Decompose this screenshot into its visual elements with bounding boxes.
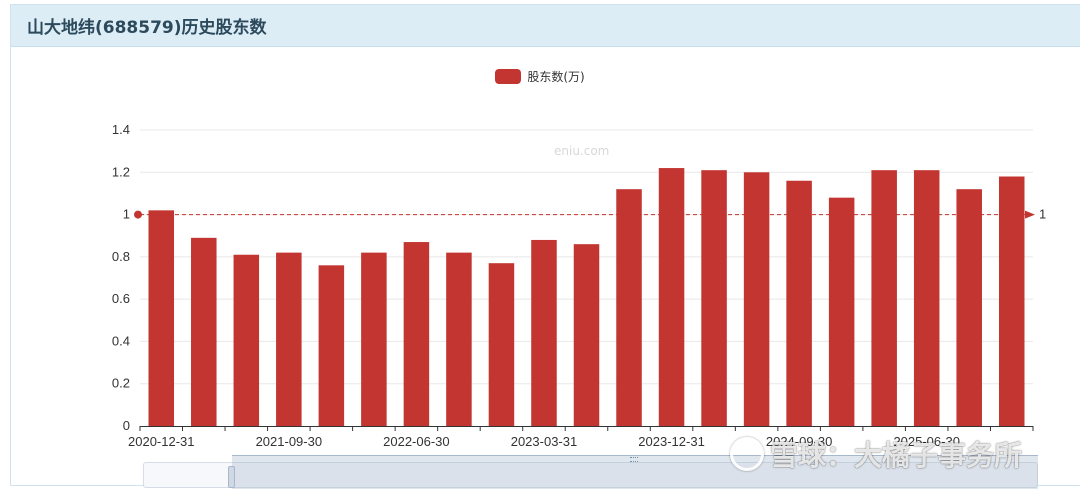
y-tick-label: 0.8	[112, 249, 130, 264]
bar	[573, 244, 600, 426]
bar	[361, 252, 387, 426]
bar	[446, 252, 472, 426]
bar	[658, 168, 685, 427]
bar	[318, 265, 345, 426]
bar	[148, 210, 175, 426]
chart-legend[interactable]: 股东数(万)	[0, 68, 1080, 85]
bar	[488, 263, 515, 426]
bar	[998, 176, 1025, 426]
bar	[786, 180, 812, 426]
panel-header: 山大地纬(688579)历史股东数	[11, 5, 1080, 47]
snowball-logo-icon	[730, 437, 764, 471]
markline-arrow-icon	[1025, 210, 1035, 219]
x-tick-label: 2020-12-31	[128, 434, 195, 449]
y-tick-label: 0.2	[112, 376, 130, 391]
site-watermark: eniu.com	[554, 144, 610, 158]
bar	[913, 170, 940, 426]
legend-label[interactable]: 股东数(万)	[527, 70, 585, 84]
y-tick-label: 0.4	[112, 333, 130, 348]
x-tick-label: 2023-12-31	[638, 434, 705, 449]
page-title: 山大地纬(688579)历史股东数	[27, 18, 267, 38]
y-tick-label: 1.4	[112, 122, 130, 137]
bar	[531, 239, 557, 426]
x-tick-label: 2022-06-30	[383, 434, 450, 449]
data-zoom-window[interactable]	[232, 455, 1038, 489]
y-tick-label: 1.2	[112, 164, 130, 179]
bar	[956, 189, 982, 426]
bar	[871, 170, 897, 426]
bar	[191, 237, 217, 426]
bar	[828, 197, 855, 426]
x-tick-label: 2023-03-31	[511, 434, 578, 449]
bar	[616, 189, 642, 426]
bar	[701, 170, 727, 426]
bar	[403, 242, 430, 426]
markline-label: 1	[1039, 207, 1046, 222]
markline-start-dot	[134, 210, 142, 219]
y-tick-label: 0	[123, 418, 130, 433]
data-zoom-handle-left[interactable]	[228, 466, 235, 488]
y-tick-label: 1	[123, 207, 130, 222]
brand-watermark-text: 雪球：大橘子事务所	[770, 439, 1023, 472]
data-zoom-grip-icon[interactable]	[630, 457, 638, 462]
brand-watermark: 雪球：大橘子事务所	[730, 434, 1022, 474]
x-tick-label: 2024-09-30	[766, 434, 833, 449]
x-tick-label: 2025-06-30	[893, 434, 960, 449]
bar	[276, 252, 302, 426]
bar	[233, 254, 260, 426]
x-tick-label: 2021-09-30	[256, 434, 323, 449]
legend-swatch[interactable]	[495, 69, 522, 84]
y-tick-label: 0.6	[112, 291, 130, 306]
bar	[743, 172, 770, 426]
